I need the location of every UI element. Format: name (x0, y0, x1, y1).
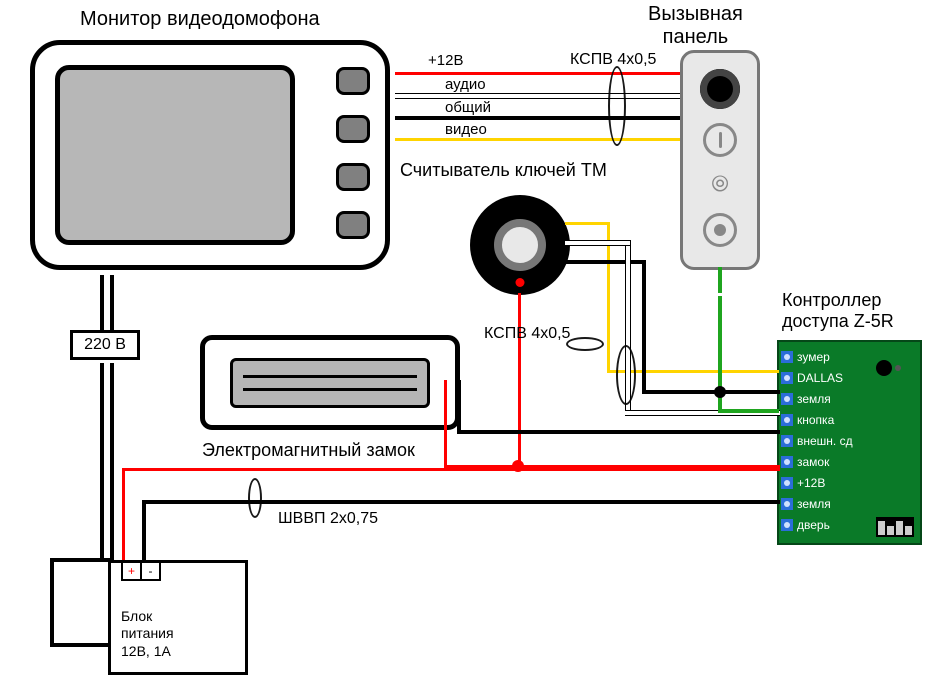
tm-white-h0 (565, 240, 630, 246)
controller-pin (781, 477, 793, 489)
access-controller: зумер DALLAS земля кнопка внешн. сд замок +12В… (777, 340, 922, 545)
controller-pin-label: земля (797, 497, 831, 511)
monitor-screen (55, 65, 295, 245)
controller-title: Контроллер доступа Z-5R (782, 290, 894, 332)
mon-pwr-v2 (100, 363, 104, 561)
controller-pin-row: земля (781, 497, 831, 511)
panel-black-h (720, 390, 779, 394)
mains-220v: 220 В (70, 330, 140, 360)
mon-pwr-v1b (110, 275, 114, 330)
power-supply: +- Блок питания 12В, 1А (108, 560, 248, 675)
lock-red-lead (444, 380, 447, 468)
tm-black-h (565, 260, 645, 264)
controller-pin (781, 414, 793, 426)
shield-icon (566, 337, 604, 351)
monitor-button (336, 163, 370, 191)
shield-icon (616, 345, 636, 405)
psu-black-h (142, 500, 780, 504)
controller-pin-label: DALLAS (797, 371, 843, 385)
wire-video (395, 138, 680, 141)
reader-title: Считыватель ключей ТМ (400, 160, 607, 181)
monitor-title: Монитор видеодомофона (80, 8, 320, 31)
buzzer-icon (876, 360, 892, 376)
monitor-button (336, 115, 370, 143)
controller-pin-label: дверь (797, 518, 830, 532)
controller-pin-row: +12В (781, 476, 825, 490)
controller-pin-row: зумер (781, 350, 830, 364)
controller-pin-label: замок (797, 455, 829, 469)
controller-pin (781, 435, 793, 447)
wire-12v (395, 72, 680, 75)
speaker-icon (703, 123, 737, 157)
wire-audio (395, 93, 680, 99)
tm-black-v (642, 260, 646, 392)
monitor-button (336, 67, 370, 95)
wire-common (395, 116, 680, 120)
shield-icon (608, 66, 626, 146)
controller-pin-row: замок (781, 455, 829, 469)
controller-pin (781, 351, 793, 363)
electromagnetic-lock (200, 335, 460, 430)
panel-title: Вызывная панель (648, 3, 743, 49)
wire-common-label: общий (445, 99, 491, 116)
controller-pin-row: внешн. сд (781, 434, 853, 448)
controller-pin (781, 456, 793, 468)
controller-pin (781, 393, 793, 405)
shield-icon (248, 478, 262, 518)
controller-pin-label: зумер (797, 350, 830, 364)
camera-icon (700, 69, 740, 109)
controller-pin (781, 498, 793, 510)
wire-video-label: видео (445, 121, 487, 138)
psu-label: Блок питания 12В, 1А (121, 608, 174, 661)
tm-yellow (565, 222, 610, 225)
mon-pwr-v1 (100, 275, 104, 330)
lock-black-h (457, 430, 780, 434)
controller-pin-label: кнопка (797, 413, 834, 427)
maglock-title: Электромагнитный замок (202, 440, 415, 461)
lock-red-join (444, 465, 521, 468)
wire-12v-label: +12В (428, 52, 463, 69)
lock-black-lead (457, 380, 461, 432)
controller-pin-label: +12В (797, 476, 825, 490)
cable1-label: КСПВ 4х0,5 (570, 51, 656, 69)
mon-pwr-v2b (110, 363, 114, 561)
controller-pin-row: кнопка (781, 413, 834, 427)
call-button-icon (703, 213, 737, 247)
call-panel: ⦾ (680, 50, 760, 270)
psu-black-up (142, 502, 146, 560)
maglock-plate (230, 358, 430, 408)
reader-led-icon (516, 278, 525, 287)
controller-pin-label: внешн. сд (797, 434, 853, 448)
mon-pwr-h2 (50, 643, 109, 647)
monitor-button (336, 211, 370, 239)
controller-pin (781, 519, 793, 531)
rfid-icon: ⦾ (711, 171, 729, 197)
mon-pwr-h (50, 558, 114, 562)
call-panel-tail (718, 267, 722, 293)
intercom-monitor (30, 40, 390, 270)
controller-pin-label: земля (797, 392, 831, 406)
psu-terminals: +- (121, 561, 161, 581)
psu-red-h (122, 468, 780, 471)
controller-pin-row: земля (781, 392, 831, 406)
cable3-label: ШВВП 2х0,75 (278, 510, 378, 528)
controller-pin-row: дверь (781, 518, 830, 532)
dip-switch-icon (876, 517, 914, 537)
psu-red-up (122, 470, 125, 560)
mon-pwr-v3 (50, 558, 54, 646)
tm-red-v (518, 293, 521, 468)
controller-pin (781, 372, 793, 384)
panel-green-h (718, 409, 779, 413)
controller-pin-row: DALLAS (781, 371, 843, 385)
cable2-label: КСПВ 4х0,5 (484, 325, 570, 343)
wire-audio-label: аудио (445, 76, 486, 93)
tm-key-reader (470, 195, 570, 295)
